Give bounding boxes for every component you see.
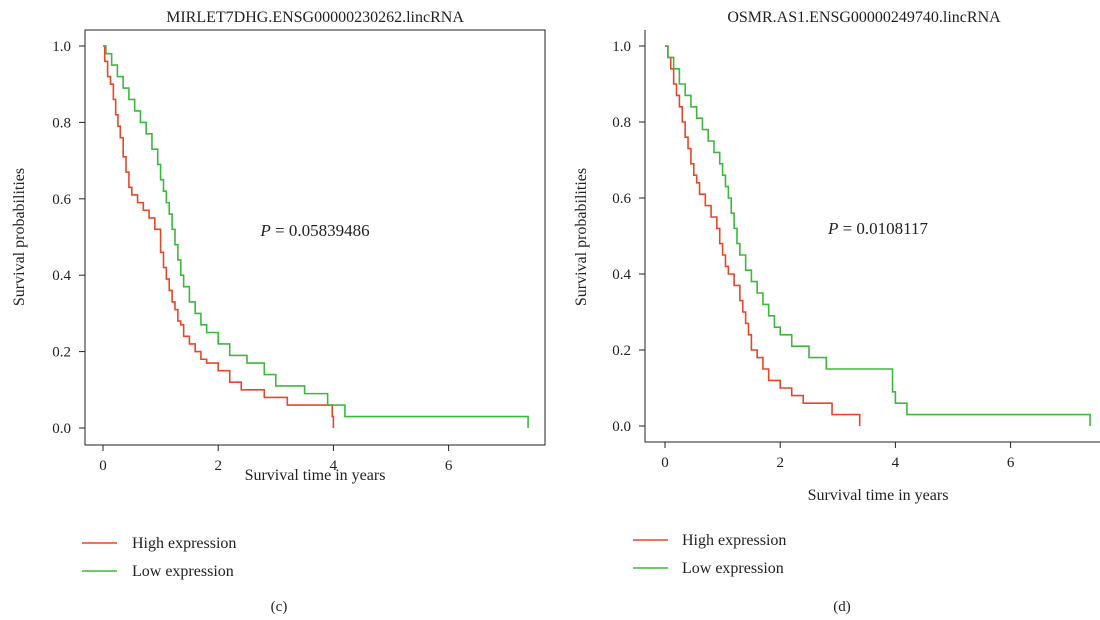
survival-chart-c: MIRLET7DHG.ENSG00000230262.lincRNA 0 2 4 60… (11, 9, 546, 615)
x-tick-label: 0 (99, 458, 107, 474)
y-tick-label: 0.4 (52, 268, 71, 284)
legend-label-high: High expression (682, 532, 786, 549)
y-tick-label: 0.8 (52, 115, 71, 131)
panel-label: (c) (271, 599, 288, 615)
y-tick-label: 0.8 (612, 115, 631, 131)
y-axis-label: Survival probabilities (11, 168, 28, 306)
low-expression-curve (103, 45, 529, 428)
y-axis-label: Survival probabilities (573, 168, 590, 306)
y-tick-label: 0.4 (612, 267, 631, 283)
x-axis-label: Survival time in years (245, 467, 386, 484)
legend: High expression Low expression (633, 532, 786, 577)
x-tick-label: 2 (214, 458, 222, 474)
legend-label-low: Low expression (682, 560, 784, 577)
x-axis-label: Survival time in years (808, 487, 949, 504)
low-expression-curve (665, 45, 1091, 426)
y-tick-label: 0.2 (52, 345, 71, 361)
survival-curves (665, 45, 1091, 426)
survival-chart-d: OSMR.AS1.ENSG00000249740.lincRNA 0 2 4 6 0.0… (573, 9, 1100, 615)
p-symbol: P (259, 221, 270, 240)
y-tick-label: 0.0 (612, 419, 631, 435)
chart-title: OSMR.AS1.ENSG00000249740.lincRNA (727, 9, 1001, 26)
plot-frame (644, 30, 1100, 443)
high-expression-curve (665, 45, 861, 426)
y-tick-label: 1.0 (52, 39, 71, 55)
legend-label-low: Low expression (132, 563, 234, 580)
x-tick-label: 2 (776, 455, 784, 471)
y-tick-label: 0.6 (612, 191, 631, 207)
axis-ticks: 0 2 4 6 0.0 0.2 0.4 0.6 0.8 1.0 (612, 39, 1015, 471)
y-tick-label: 0.0 (52, 421, 71, 437)
x-tick-label: 6 (1007, 455, 1015, 471)
x-tick-label: 4 (892, 455, 900, 471)
x-tick-label: 6 (445, 458, 453, 474)
survival-curves (103, 45, 529, 428)
p-value: = 0.0108117 (838, 219, 928, 238)
p-value: = 0.05839486 (271, 221, 370, 240)
x-tick-label: 4 (330, 458, 338, 474)
p-value-annotation: P = 0.0108117 (827, 219, 929, 238)
panel-label: (d) (833, 599, 851, 615)
legend-label-high: High expression (132, 535, 236, 552)
plot-frame (84, 29, 546, 446)
y-tick-label: 0.2 (612, 343, 631, 359)
chart-title: MIRLET7DHG.ENSG00000230262.lincRNA (166, 9, 464, 26)
high-expression-curve (103, 45, 335, 428)
legend: High expression Low expression (82, 535, 236, 580)
y-tick-label: 0.6 (52, 192, 71, 208)
y-tick-label: 1.0 (612, 39, 631, 55)
p-value-annotation: P = 0.05839486 (259, 221, 369, 240)
axis-ticks: 0 2 4 6 0.0 0.2 0.4 0.6 0.8 1.0 (52, 39, 453, 474)
p-symbol: P (827, 219, 838, 238)
x-tick-label: 0 (661, 455, 669, 471)
